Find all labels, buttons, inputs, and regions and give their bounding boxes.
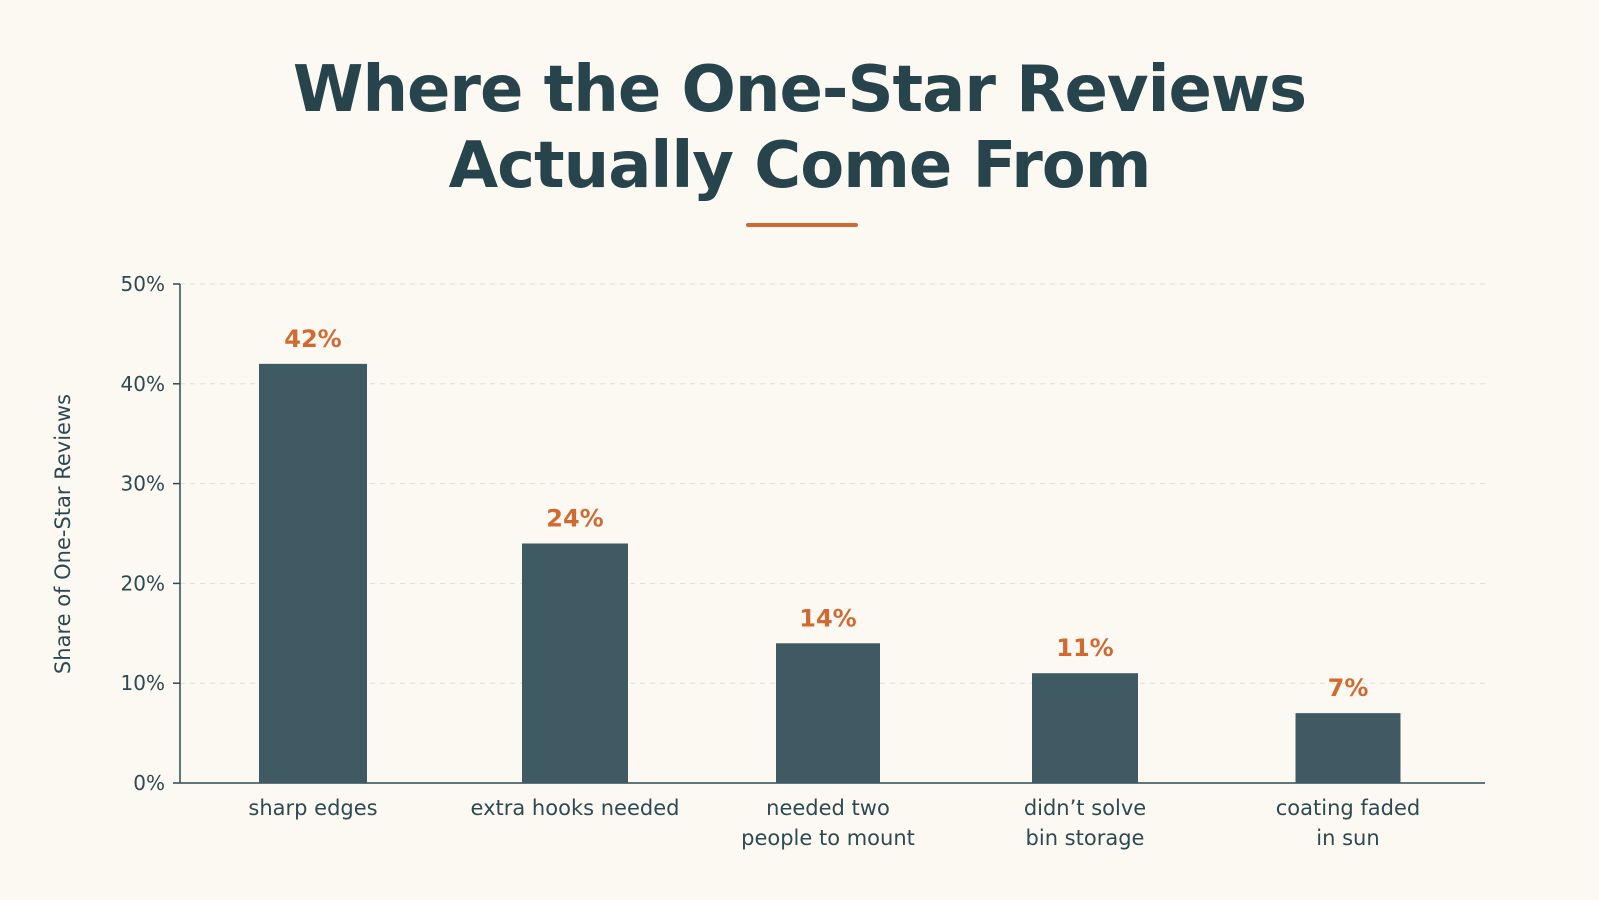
y-axis-title: Share of One-Star Reviews xyxy=(51,394,75,674)
y-tick-label: 10% xyxy=(121,671,165,695)
y-tick-label: 30% xyxy=(121,472,165,496)
y-tick-label: 50% xyxy=(121,272,165,296)
labels: 0% 10% 20% 30% 40% 50% 42% sharp edges 24% extra … xyxy=(121,272,1421,850)
value-label: 7% xyxy=(1328,674,1369,702)
bar-3 xyxy=(776,643,880,783)
value-label: 24% xyxy=(546,504,603,532)
category-label: sharp edges xyxy=(248,796,377,820)
bar-2 xyxy=(522,543,628,783)
category-label-line: people to mount xyxy=(741,826,915,850)
title-accent-rule xyxy=(746,223,858,227)
bar-4 xyxy=(1032,673,1138,783)
category-label: coating faded in sun xyxy=(1276,796,1421,850)
category-label-line: coating faded xyxy=(1276,796,1421,820)
value-label: 11% xyxy=(1056,634,1113,662)
chart-title: Where the One-Star Reviews Actually Come… xyxy=(0,52,1599,204)
category-label: needed two people to mount xyxy=(741,796,915,850)
value-label: 42% xyxy=(284,325,341,353)
category-label-line: bin storage xyxy=(1026,826,1145,850)
bar-1 xyxy=(259,363,367,783)
chart-title-line-2: Actually Come From xyxy=(448,129,1152,203)
category-label: extra hooks needed xyxy=(471,796,680,820)
y-tick-label: 40% xyxy=(121,372,165,396)
y-tick-label: 20% xyxy=(121,571,165,595)
category-label-line: sharp edges xyxy=(248,796,377,820)
bar-5 xyxy=(1295,713,1401,783)
category-label-line: needed two xyxy=(766,796,890,820)
category-label-line: in sun xyxy=(1316,826,1379,850)
value-label: 14% xyxy=(799,604,856,632)
category-label: didn’t solve bin storage xyxy=(1024,796,1146,850)
category-label-line: didn’t solve xyxy=(1024,796,1146,820)
category-label-line: extra hooks needed xyxy=(471,796,680,820)
chart-title-line-1: Where the One-Star Reviews xyxy=(292,53,1307,127)
y-tick-label: 0% xyxy=(133,771,165,795)
bars xyxy=(259,363,1401,783)
